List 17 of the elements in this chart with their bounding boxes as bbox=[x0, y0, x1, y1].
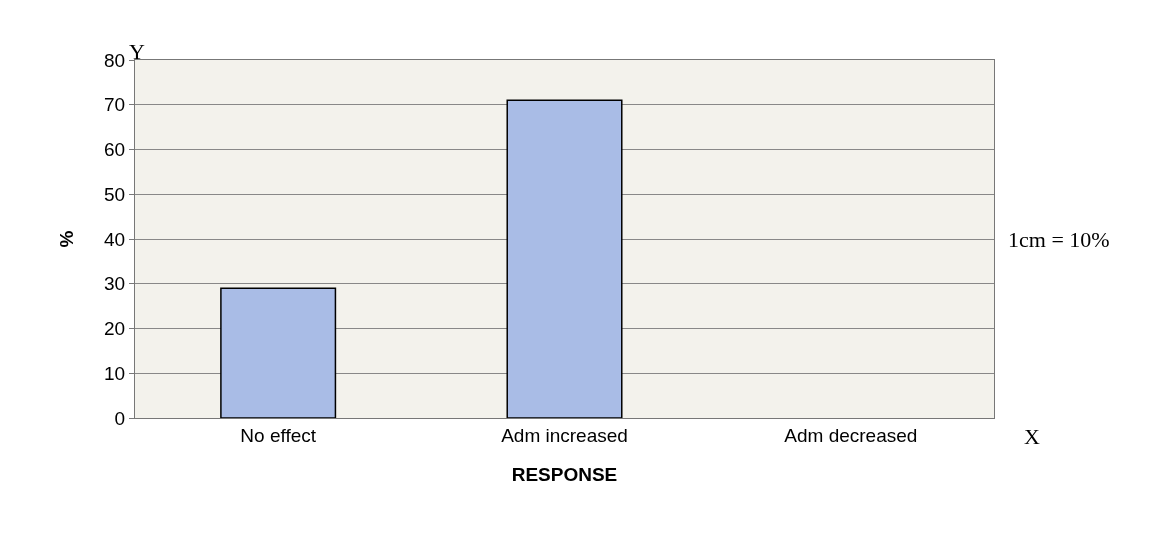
y-tick-label: 10 bbox=[104, 362, 126, 384]
y-tick-label: 80 bbox=[104, 49, 126, 71]
y-tick-label: 20 bbox=[104, 318, 126, 340]
y-tick-label: 40 bbox=[104, 228, 126, 250]
y-tick-label: 0 bbox=[114, 407, 126, 429]
text: X bbox=[1024, 424, 1040, 449]
y-tick-label: 70 bbox=[104, 94, 126, 116]
x-tick-label: Adm increased bbox=[501, 424, 628, 446]
x-axis-title: RESPONSE bbox=[511, 463, 618, 485]
y-tick-label: 50 bbox=[104, 183, 126, 205]
y-tick-label: 30 bbox=[104, 273, 126, 295]
y-tick-label: 60 bbox=[104, 139, 126, 161]
text: 1cm = 10% bbox=[1008, 227, 1110, 252]
x-tick-label: Adm decreased bbox=[784, 424, 918, 446]
y-axis-title: % bbox=[55, 230, 77, 248]
x-tick-label: No effect bbox=[240, 424, 317, 446]
annotation: Y bbox=[129, 39, 145, 64]
